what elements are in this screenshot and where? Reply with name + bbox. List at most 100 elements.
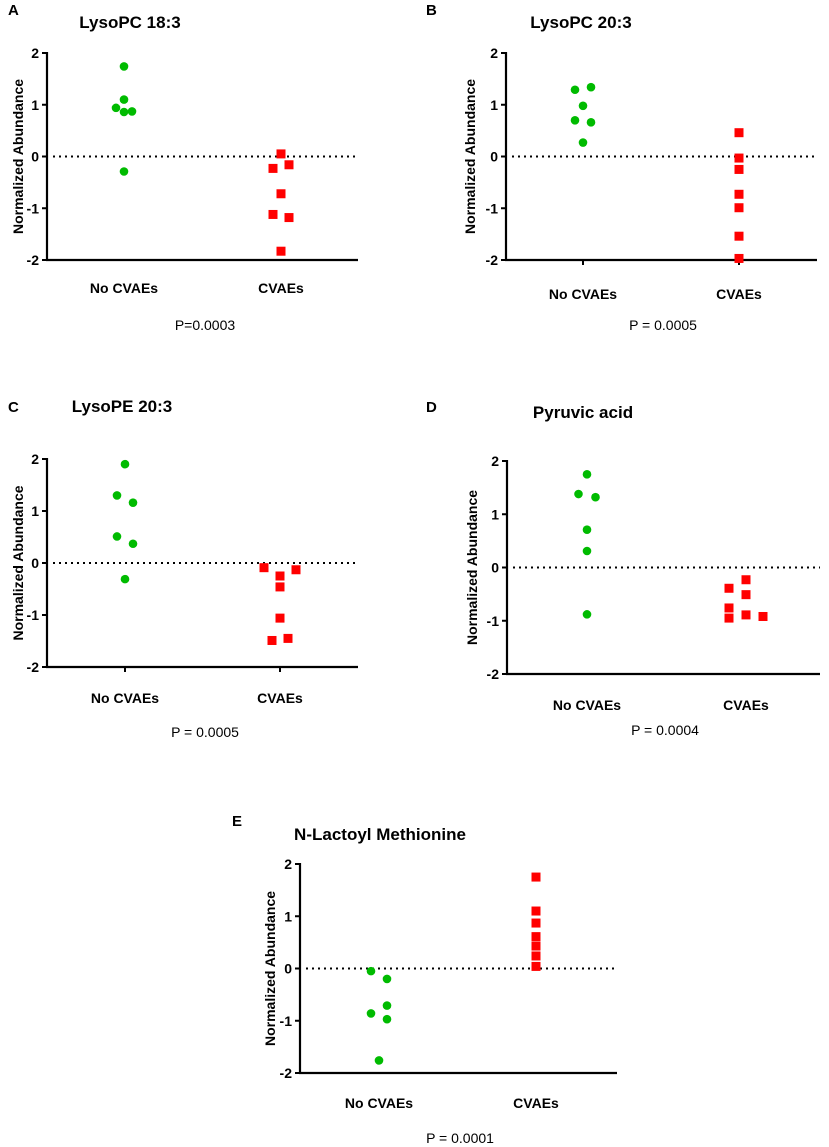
y-tick-label: -1 bbox=[487, 613, 500, 629]
p-value-label: P = 0.0001 bbox=[426, 1130, 494, 1146]
point-no-cvaes bbox=[128, 498, 138, 507]
point-cvaes bbox=[741, 610, 751, 620]
point-cvaes bbox=[724, 603, 734, 613]
point-cvaes bbox=[268, 163, 278, 173]
point-cvaes bbox=[724, 583, 734, 593]
y-tick-label: 1 bbox=[490, 97, 498, 113]
point-cvaes bbox=[741, 575, 751, 585]
panel-letter: A bbox=[8, 2, 19, 19]
y-tick-label: 1 bbox=[491, 506, 499, 522]
p-value-label: P = 0.0005 bbox=[171, 724, 239, 740]
point-no-cvaes bbox=[382, 1014, 392, 1024]
chart-title: N-Lactoyl Methionine bbox=[294, 825, 466, 844]
y-tick-label: 2 bbox=[490, 45, 498, 61]
y-tick-label: 0 bbox=[490, 149, 498, 165]
point-cvaes bbox=[734, 253, 744, 263]
p-value-label: P=0.0003 bbox=[175, 317, 236, 333]
y-tick-label: -1 bbox=[27, 607, 40, 623]
point-no-cvaes bbox=[128, 539, 138, 549]
point-cvaes bbox=[276, 189, 286, 199]
point-cvaes bbox=[531, 951, 541, 961]
point-cvaes bbox=[259, 563, 269, 573]
panel-c: C LysoPE 20:3 2 1 0 -1 -2 Normalized Abundance N… bbox=[8, 397, 358, 740]
point-cvaes bbox=[734, 153, 744, 163]
point-cvaes bbox=[531, 872, 541, 882]
point-cvaes bbox=[275, 571, 285, 581]
y-tick-label: 2 bbox=[284, 856, 292, 872]
y-tick-label: -2 bbox=[27, 252, 40, 268]
point-no-cvaes bbox=[366, 1009, 376, 1018]
point-cvaes bbox=[531, 932, 541, 942]
panel-b: B LysoPC 20:3 2 1 0 -1 -2 Normalized Abundance N… bbox=[426, 2, 817, 333]
x-category-label: No CVAEs bbox=[553, 697, 621, 713]
point-no-cvaes bbox=[582, 546, 592, 556]
point-no-cvaes bbox=[119, 107, 129, 117]
y-tick-label: 1 bbox=[31, 97, 39, 113]
y-tick-label: 1 bbox=[31, 503, 39, 519]
y-tick-label: -1 bbox=[27, 200, 40, 216]
point-no-cvaes bbox=[578, 138, 588, 147]
p-value-label: P = 0.0005 bbox=[629, 317, 697, 333]
point-cvaes bbox=[734, 203, 744, 213]
y-tick-label: -1 bbox=[486, 200, 499, 216]
x-category-label: CVAEs bbox=[258, 280, 304, 296]
point-no-cvaes bbox=[374, 1056, 384, 1065]
point-no-cvaes bbox=[382, 1001, 392, 1010]
point-no-cvaes bbox=[570, 85, 580, 95]
point-cvaes bbox=[734, 231, 744, 241]
chart-title: Pyruvic acid bbox=[533, 403, 633, 422]
point-no-cvaes bbox=[112, 532, 122, 541]
point-no-cvaes bbox=[119, 167, 129, 176]
point-cvaes bbox=[276, 149, 286, 159]
point-cvaes bbox=[734, 164, 744, 174]
point-cvaes bbox=[531, 941, 541, 951]
point-cvaes bbox=[283, 633, 293, 643]
point-cvaes bbox=[734, 128, 744, 138]
p-value-label: P = 0.0004 bbox=[631, 722, 699, 738]
x-category-label: No CVAEs bbox=[90, 280, 158, 296]
y-axis-label: Normalized Abundance bbox=[464, 490, 480, 645]
point-no-cvaes bbox=[119, 62, 129, 71]
x-category-label: No CVAEs bbox=[345, 1095, 413, 1111]
y-tick-label: 2 bbox=[31, 451, 39, 467]
y-axis-label: Normalized Abundance bbox=[462, 79, 478, 234]
point-cvaes bbox=[275, 613, 285, 623]
point-cvaes bbox=[531, 906, 541, 916]
y-axis-label: Normalized Abundance bbox=[10, 485, 26, 640]
x-category-label: CVAEs bbox=[257, 690, 303, 706]
point-cvaes bbox=[276, 246, 286, 256]
point-cvaes bbox=[275, 582, 285, 592]
panel-letter: B bbox=[426, 2, 437, 19]
panel-d: D Pyruvic acid 2 1 0 -1 -2 Normalized Abundance… bbox=[426, 399, 820, 738]
x-category-label: CVAEs bbox=[716, 286, 762, 302]
point-no-cvaes bbox=[578, 101, 588, 111]
x-category-label: No CVAEs bbox=[91, 690, 159, 706]
y-axis-label: Normalized Abundance bbox=[10, 79, 26, 234]
point-no-cvaes bbox=[120, 574, 130, 584]
point-cvaes bbox=[267, 635, 277, 645]
y-tick-label: -2 bbox=[280, 1065, 293, 1081]
point-no-cvaes bbox=[586, 118, 596, 127]
x-category-label: No CVAEs bbox=[549, 286, 617, 302]
point-no-cvaes bbox=[574, 489, 583, 499]
point-no-cvaes bbox=[586, 82, 596, 92]
y-tick-label: -2 bbox=[487, 666, 500, 682]
point-cvaes bbox=[531, 961, 541, 971]
point-cvaes bbox=[758, 611, 768, 621]
point-no-cvaes bbox=[112, 491, 122, 500]
y-tick-label: 2 bbox=[31, 45, 39, 61]
point-cvaes bbox=[724, 613, 734, 623]
y-tick-label: 0 bbox=[31, 555, 39, 571]
point-no-cvaes bbox=[111, 103, 121, 113]
x-category-label: CVAEs bbox=[723, 697, 769, 713]
y-tick-label: 2 bbox=[491, 453, 499, 469]
panel-letter: D bbox=[426, 399, 437, 416]
y-tick-label: -2 bbox=[486, 252, 499, 268]
point-cvaes bbox=[284, 160, 294, 170]
panel-letter: C bbox=[8, 399, 19, 416]
point-cvaes bbox=[291, 565, 301, 575]
chart-title: LysoPC 18:3 bbox=[79, 13, 180, 32]
y-tick-label: -2 bbox=[27, 659, 40, 675]
point-no-cvaes bbox=[570, 115, 580, 125]
point-no-cvaes bbox=[120, 459, 130, 469]
